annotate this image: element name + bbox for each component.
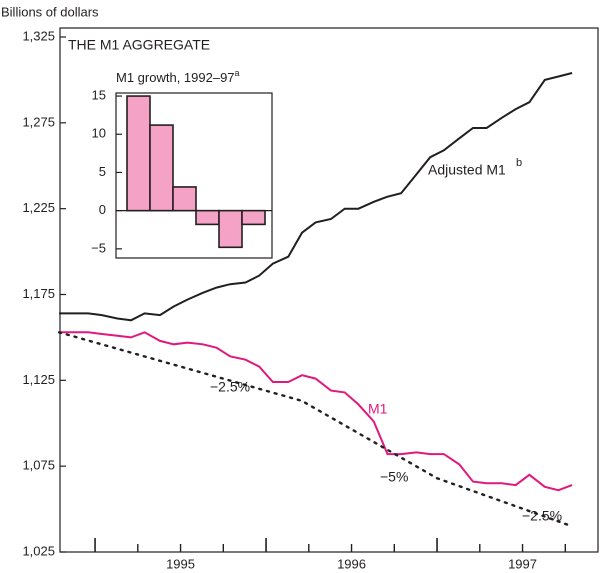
y-tick-label: 1,225 xyxy=(22,200,55,215)
plot-frame xyxy=(59,27,599,553)
y-tick-label: 1,175 xyxy=(22,286,55,301)
inset-title: M1 growth, 1992–97a xyxy=(116,68,240,85)
annotation: −2.5% xyxy=(522,508,562,524)
y-tick-label: 1,025 xyxy=(22,543,55,558)
inset-y-tick-label: 15 xyxy=(92,87,106,102)
series-line xyxy=(59,72,573,322)
inset-y-tick-label: 5 xyxy=(99,164,106,179)
bar xyxy=(218,209,243,249)
y-tick-label: 1,125 xyxy=(22,372,55,387)
inset-title-sup: a xyxy=(235,68,240,78)
trend-line xyxy=(57,331,574,528)
inset-y-tick-label: 0 xyxy=(99,202,106,217)
x-tick-label: 1995 xyxy=(166,556,195,571)
series-label: Adjusted M1 xyxy=(428,162,506,178)
inset-y-tick-label: 10 xyxy=(92,126,106,141)
annotation: −2.5% xyxy=(210,379,250,395)
bar xyxy=(241,209,266,226)
y-tick-label: 1,275 xyxy=(22,114,55,129)
inset-title-text: M1 growth, 1992–97 xyxy=(116,70,235,85)
bar xyxy=(195,209,220,226)
series-label: M1 xyxy=(368,401,388,417)
bar xyxy=(126,95,151,212)
chart-title: THE M1 AGGREGATE xyxy=(68,37,210,53)
x-tick-label: 1997 xyxy=(508,556,537,571)
annotation: b xyxy=(516,157,522,169)
inset-y-tick-label: −5 xyxy=(91,240,106,255)
series-line xyxy=(59,331,573,492)
y-tick-label: 1,075 xyxy=(22,458,55,473)
x-tick-label: 1996 xyxy=(337,556,366,571)
bar xyxy=(172,186,197,212)
y-tick-label: 1,325 xyxy=(22,28,55,43)
bar xyxy=(149,124,174,212)
y-axis-label: Billions of dollars xyxy=(1,4,99,19)
annotation: −5% xyxy=(380,469,408,485)
